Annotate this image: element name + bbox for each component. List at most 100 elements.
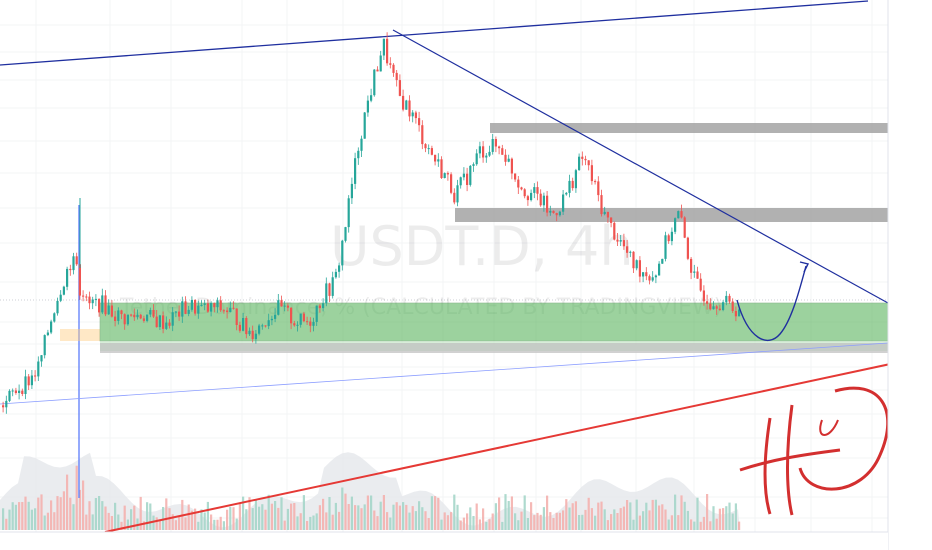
volume-bar	[446, 515, 449, 530]
price-axis[interactable]	[887, 0, 932, 550]
candle-body	[206, 303, 209, 312]
volume-bar	[443, 512, 446, 530]
volume-bar	[738, 521, 741, 530]
candle-body	[216, 300, 219, 308]
volume-bar	[370, 495, 373, 530]
volume-bar	[437, 497, 440, 530]
volume-bar	[226, 509, 229, 530]
candle-body	[296, 324, 299, 326]
candle-body	[82, 295, 85, 297]
candle-body	[421, 125, 424, 145]
volume-bar	[213, 519, 216, 530]
candle-body	[578, 156, 581, 171]
candle-body	[514, 173, 517, 180]
volume-bar	[408, 512, 411, 530]
volume-bar	[8, 509, 11, 530]
volume-bar	[405, 504, 408, 530]
candle-body	[59, 294, 62, 301]
candle-body	[395, 72, 398, 81]
volume-bar	[331, 514, 334, 530]
volume-bar	[536, 512, 539, 530]
volume-bar	[395, 502, 398, 530]
candle-body	[392, 64, 395, 73]
candle-body	[139, 314, 142, 319]
candle-body	[696, 271, 699, 279]
candle-body	[699, 278, 702, 291]
volume-bar	[462, 517, 465, 530]
candle-body	[712, 306, 715, 310]
volume-bar	[619, 508, 622, 530]
candle-body	[555, 213, 558, 216]
candle-body	[24, 376, 27, 394]
candle-body	[213, 303, 216, 308]
candle-body	[546, 195, 549, 213]
volume-bar	[347, 504, 350, 530]
volume-bar	[203, 512, 206, 530]
candle-body	[91, 299, 94, 304]
volume-bar	[104, 506, 107, 530]
volume-bar	[130, 509, 133, 530]
candle-body	[30, 375, 33, 386]
candle-body	[552, 210, 555, 213]
volume-bar	[693, 521, 696, 530]
volume-bar	[2, 508, 5, 530]
candle-body	[184, 301, 187, 314]
volume-bar	[366, 495, 369, 530]
volume-bar	[277, 507, 280, 530]
candle-body	[664, 235, 667, 259]
projection-path[interactable]	[736, 261, 810, 342]
candle-body	[75, 256, 78, 265]
candle-body	[469, 165, 472, 185]
candle-body	[8, 390, 11, 401]
candle-body	[677, 211, 680, 219]
time-axis[interactable]	[0, 531, 888, 550]
volume-bar	[66, 474, 69, 530]
volume-bar	[507, 501, 510, 530]
volume-bar	[37, 497, 40, 530]
volume-bar	[75, 465, 78, 530]
volume-bar	[491, 513, 494, 530]
candle-body	[405, 100, 408, 110]
volume-bar	[120, 521, 123, 530]
candle-body	[613, 222, 616, 240]
volume-bar	[280, 497, 283, 530]
candle-body	[293, 323, 296, 326]
candle-body	[715, 306, 718, 309]
candle-body	[584, 158, 587, 161]
volume-bar	[453, 494, 456, 530]
candle-body	[142, 318, 145, 321]
candle-body	[622, 240, 625, 247]
candle-body	[309, 321, 312, 326]
volume-bar	[210, 514, 213, 530]
candle-body	[344, 227, 347, 241]
candle-body	[558, 211, 561, 216]
volume-bar	[123, 505, 126, 530]
candle-body	[37, 361, 40, 377]
candle-body	[462, 173, 465, 178]
volume-bar	[318, 505, 321, 530]
volume-bar	[251, 508, 254, 530]
volume-bar	[376, 516, 379, 530]
candle-body	[363, 112, 366, 139]
candle-body	[594, 181, 597, 183]
volume-bar	[635, 499, 638, 530]
candle-body	[382, 38, 385, 56]
candle-body	[725, 295, 728, 303]
volume-bar	[731, 513, 734, 530]
volume-bar	[174, 520, 177, 530]
candle-body	[11, 390, 14, 392]
upper-channel-line	[0, 0, 869, 66]
volume-bar	[562, 510, 565, 530]
trendlines[interactable]	[0, 0, 896, 533]
volume-bar	[571, 503, 574, 530]
volume-bar	[677, 515, 680, 530]
volume-bar	[85, 514, 88, 530]
volume-bar	[514, 513, 517, 530]
candle-body	[648, 276, 651, 281]
candle-body	[597, 181, 600, 196]
volume-bar	[350, 496, 353, 530]
candle-body	[661, 258, 664, 264]
candle-body	[408, 100, 411, 117]
